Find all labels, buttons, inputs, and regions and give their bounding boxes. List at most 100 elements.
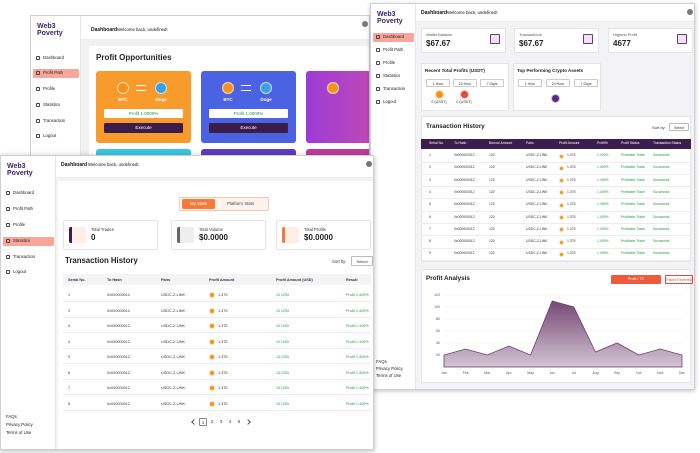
page-number[interactable]: 1 — [199, 418, 207, 426]
sort-select[interactable]: Select — [669, 123, 689, 131]
coin-icon — [209, 369, 215, 376]
table-cell: USDC-Z-LINK — [161, 355, 186, 359]
nav-icon — [6, 255, 10, 259]
nav-item[interactable]: Transaction — [383, 85, 406, 91]
table-cell: 1 — [68, 293, 71, 297]
nav-item[interactable]: Statistics — [13, 237, 31, 243]
execute-button[interactable]: Execute — [209, 123, 288, 133]
avatar — [366, 161, 372, 167]
nav-item[interactable]: Dashboard — [383, 33, 405, 39]
coin-icon — [222, 82, 234, 94]
period-button[interactable]: 24 Hour — [546, 79, 570, 87]
row-divider — [63, 363, 371, 364]
nav-icon — [36, 71, 40, 75]
nav-icon — [36, 134, 40, 138]
nav-item[interactable]: Transaction — [43, 117, 66, 123]
row-divider — [63, 316, 371, 317]
panel-title: Recent Total Profits (USDT) — [425, 68, 485, 73]
panel — [513, 63, 601, 111]
footer-link[interactable]: FAQs — [376, 359, 387, 364]
period-button[interactable]: 7 Days — [574, 79, 598, 87]
header-subtitle: Welcome back, undefined! — [117, 27, 168, 33]
table-cell: 5 — [68, 355, 71, 359]
table-cell: Profitable Trade — [621, 214, 645, 219]
nav-item[interactable]: Statistics — [43, 101, 61, 107]
table-cell: Successful — [653, 202, 670, 207]
row-divider — [421, 210, 691, 212]
nav-item[interactable]: Profit Path — [13, 205, 34, 211]
period-button[interactable]: 1 Hour — [426, 79, 450, 87]
period-button[interactable]: 24 Hour — [453, 79, 477, 87]
logo: Web3 Poverty — [37, 23, 63, 37]
execute-button[interactable]: Execute — [104, 123, 183, 133]
footer-link[interactable]: Terms of Use — [376, 373, 402, 378]
nav-item[interactable]: Profile — [13, 221, 26, 227]
table-cell: 1.375 — [218, 293, 228, 297]
page-number[interactable]: 3 — [219, 419, 223, 424]
nav-item[interactable]: Dashboard — [43, 54, 65, 60]
stat-icon — [69, 227, 86, 243]
nav-active-bg — [33, 69, 79, 78]
area — [443, 300, 683, 368]
table-cell: Profitable Trade — [621, 177, 645, 182]
table-cell: 0x000000012 — [107, 293, 131, 297]
column-header: Transaction Status — [653, 141, 682, 145]
period-button[interactable]: 7 Days — [480, 79, 504, 87]
header-bar — [56, 156, 373, 178]
nav-item[interactable]: Logout — [43, 132, 57, 138]
profit-amount: 0 (USDT) — [456, 100, 472, 104]
table-cell: 2 — [68, 308, 71, 313]
nav-item[interactable]: Profit Path — [43, 69, 64, 75]
table-cell: 0x000000012 — [107, 339, 131, 344]
table-cell: Profit 1.409% — [346, 355, 369, 359]
footer-link[interactable]: Terms of Use — [6, 430, 32, 435]
stat-label: Total Profits — [304, 227, 326, 232]
stat-icon — [583, 34, 593, 44]
nav-item[interactable]: Statistics — [383, 72, 401, 78]
nav-item[interactable]: Profile — [43, 85, 56, 91]
nav-item[interactable]: Profit Path — [383, 46, 404, 52]
footer-link[interactable]: Privacy Policy — [6, 422, 33, 427]
stat-card — [171, 220, 266, 250]
page-number[interactable]: 5 — [237, 419, 241, 424]
nav-item[interactable]: Profile — [383, 59, 396, 65]
coin-icon — [559, 190, 564, 196]
nav-item[interactable]: Dashboard — [13, 189, 35, 195]
table-cell: 0x000000012 — [107, 355, 131, 359]
logo: Web3 Poverty — [377, 11, 403, 25]
nav-icon — [6, 223, 10, 227]
nav-item[interactable]: Transaction — [13, 253, 36, 259]
panel-title: Top Performing Crypto Assets — [517, 68, 584, 73]
page-number[interactable]: 2 — [210, 419, 214, 424]
table-cell: 1.409% — [597, 153, 609, 157]
nav-icon — [376, 35, 380, 39]
nav-item[interactable]: Logout — [13, 268, 27, 274]
nav-icon — [376, 100, 380, 104]
page-number[interactable]: 4 — [228, 419, 232, 424]
dashboard-window: Dashboard Welcome back, undefined! Web3 Po… — [370, 3, 695, 390]
sidebar — [371, 4, 416, 389]
table-cell: Profit 1.409% — [346, 308, 369, 313]
coin-icon — [551, 94, 560, 103]
section-title: Transaction History — [426, 123, 485, 130]
table-cell: 8 — [68, 401, 71, 406]
tab[interactable]: My Stats — [182, 199, 215, 209]
footer-link[interactable]: Privacy Policy — [376, 366, 403, 371]
nav-icon — [376, 74, 380, 78]
nav-item[interactable]: Logout — [383, 98, 397, 104]
table-cell: USDC-Z-LINK — [161, 386, 186, 390]
table-cell: 10 USD — [276, 370, 290, 375]
sort-select[interactable]: Select — [351, 256, 373, 266]
footer-link[interactable]: FAQs — [6, 414, 17, 419]
tab[interactable]: Platform Stats — [227, 201, 254, 206]
table-cell: USDC-Z-LINK — [526, 153, 548, 157]
chart-button[interactable]: Profit / TX — [611, 275, 661, 284]
table-cell: 1.375 — [567, 251, 576, 256]
period-button[interactable]: 1 Hour — [518, 79, 542, 87]
chart-button[interactable]: Failed Reverted — [665, 275, 693, 284]
table-cell: Successful — [653, 165, 670, 170]
section-title: Profit Analysis — [426, 275, 470, 282]
row-divider — [63, 347, 371, 348]
table-cell: 1.409% — [597, 202, 609, 207]
table-cell: 1.375 — [218, 339, 228, 344]
